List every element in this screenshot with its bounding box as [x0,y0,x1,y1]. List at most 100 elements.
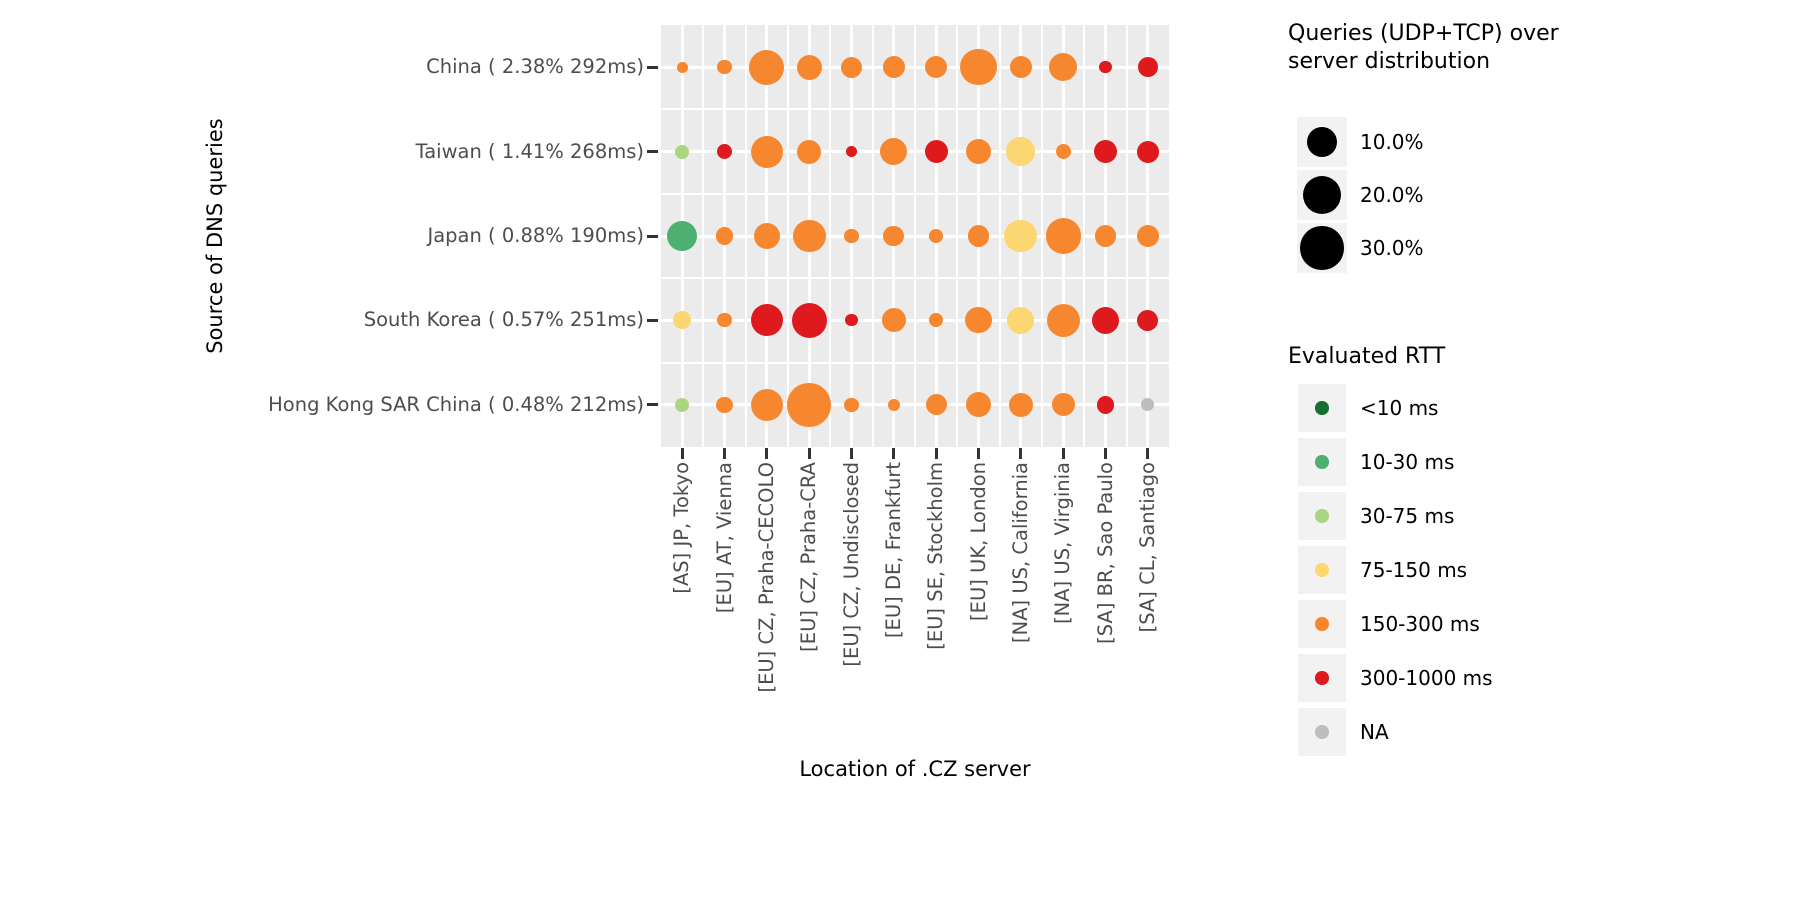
size-legend-label: 10.0% [1360,130,1424,154]
gridline-major-horizontal [661,65,1169,69]
x-axis-tick [977,448,980,459]
rtt-legend-label: 10-30 ms [1360,450,1455,474]
bubble [965,392,992,418]
rtt-legend-label: NA [1360,720,1389,744]
x-axis-label: [NA] US, Virginia [1051,462,1075,624]
gridline-minor-horizontal [661,192,1169,195]
rtt-legend-label: 75-150 ms [1360,558,1468,582]
bubble [1091,306,1120,334]
gridline-major-horizontal [661,403,1169,407]
rtt-legend-dot [1315,401,1329,415]
size-legend-label: 20.0% [1360,183,1424,207]
rtt-legend-label: 30-75 ms [1360,504,1455,528]
x-axis-tick [765,448,769,459]
bubble [750,135,783,168]
bubble [1008,392,1033,417]
y-axis-tick [647,234,658,238]
bubble [676,61,688,73]
rtt-legend-dot [1315,509,1329,523]
gridline-minor-horizontal [661,361,1169,364]
bubble [887,398,900,411]
bubble [1136,140,1159,163]
gridline-major-horizontal [661,318,1169,322]
rtt-legend-key [1298,546,1346,594]
rtt-legend-key [1298,438,1346,486]
x-axis-tick [1104,448,1107,459]
gridline-minor-horizontal [661,108,1169,111]
x-axis-label: [NA] US, California [1008,462,1032,643]
bubble [667,221,698,251]
bubble [846,146,857,157]
bubble [924,140,948,164]
x-axis-tick [723,448,726,459]
size-legend-circle [1300,226,1344,270]
rtt-legend-dot [1315,617,1329,631]
bubble [1136,225,1159,247]
bubble [1006,137,1036,167]
rtt-legend-label: 150-300 ms [1360,612,1480,636]
gridline-minor-horizontal [661,277,1169,280]
bubble [965,139,992,165]
size-legend-title-line2: server distribution [1288,49,1491,74]
x-axis-tick [680,448,684,459]
bubble [1049,53,1078,82]
bubble [1096,395,1115,414]
size-legend-title-line1: Queries (UDP+TCP) over [1288,21,1559,46]
x-axis-tick [807,448,811,459]
bubble [675,144,690,159]
bubble [717,144,732,160]
bubble [787,383,831,427]
bubble [717,313,732,328]
bubble [1004,219,1038,253]
y-axis-title-wrap: Source of DNS queries [200,25,230,447]
bubble [675,397,690,412]
rtt-legend-label: <10 ms [1360,396,1439,420]
bubble [960,49,997,86]
size-legend-circle [1303,176,1341,214]
y-axis-tick [647,65,658,69]
x-axis-tick [1146,448,1150,459]
x-axis-tick [1061,448,1065,459]
x-axis-label: [EU] CZ, Praha-CRA [797,462,821,652]
x-axis-label: [EU] CZ, Undisclosed [839,462,863,667]
bubble [796,54,822,80]
bubble [716,396,733,413]
x-axis-tick [934,448,938,459]
rtt-legend-key [1298,708,1346,756]
bubble [1099,61,1112,74]
bubble [749,49,785,85]
size-legend-circle [1307,127,1337,157]
bubble [797,139,822,164]
y-axis-tick [647,403,658,407]
y-axis-label: China ( 2.38% 292ms) [426,55,644,79]
y-axis-title: Source of DNS queries [203,118,227,354]
bubble [1137,57,1158,78]
y-axis-label: Taiwan ( 1.41% 268ms) [415,139,644,163]
rtt-legend-key [1298,492,1346,540]
y-axis-label: Hong Kong SAR China ( 0.48% 212ms) [268,392,644,416]
x-axis-label: [SA] BR, Sao Paulo [1093,462,1117,644]
bubble [929,313,944,328]
x-axis-label: [SA] CL, Santiago [1135,462,1159,633]
bubble [967,225,990,247]
bubble [1046,303,1080,337]
bubble [717,60,732,75]
y-axis-tick [647,150,658,154]
x-axis-label: [EU] AT, Vienna [712,462,736,614]
bubble [845,314,858,327]
rtt-legend-dot [1315,563,1329,577]
size-legend-label: 30.0% [1360,236,1424,260]
bubble [965,307,992,334]
bubble [925,56,948,79]
x-axis-label: [EU] DE, Frankfurt [881,462,905,639]
x-axis-label: [EU] UK, London [966,462,990,621]
bubble [883,225,905,247]
size-legend-key [1297,170,1347,220]
bubble [1137,309,1159,331]
rtt-legend-key [1298,600,1346,648]
bubble [792,219,826,253]
bubble [1051,393,1075,417]
bubble [844,397,859,412]
x-axis-tick [1019,448,1023,459]
